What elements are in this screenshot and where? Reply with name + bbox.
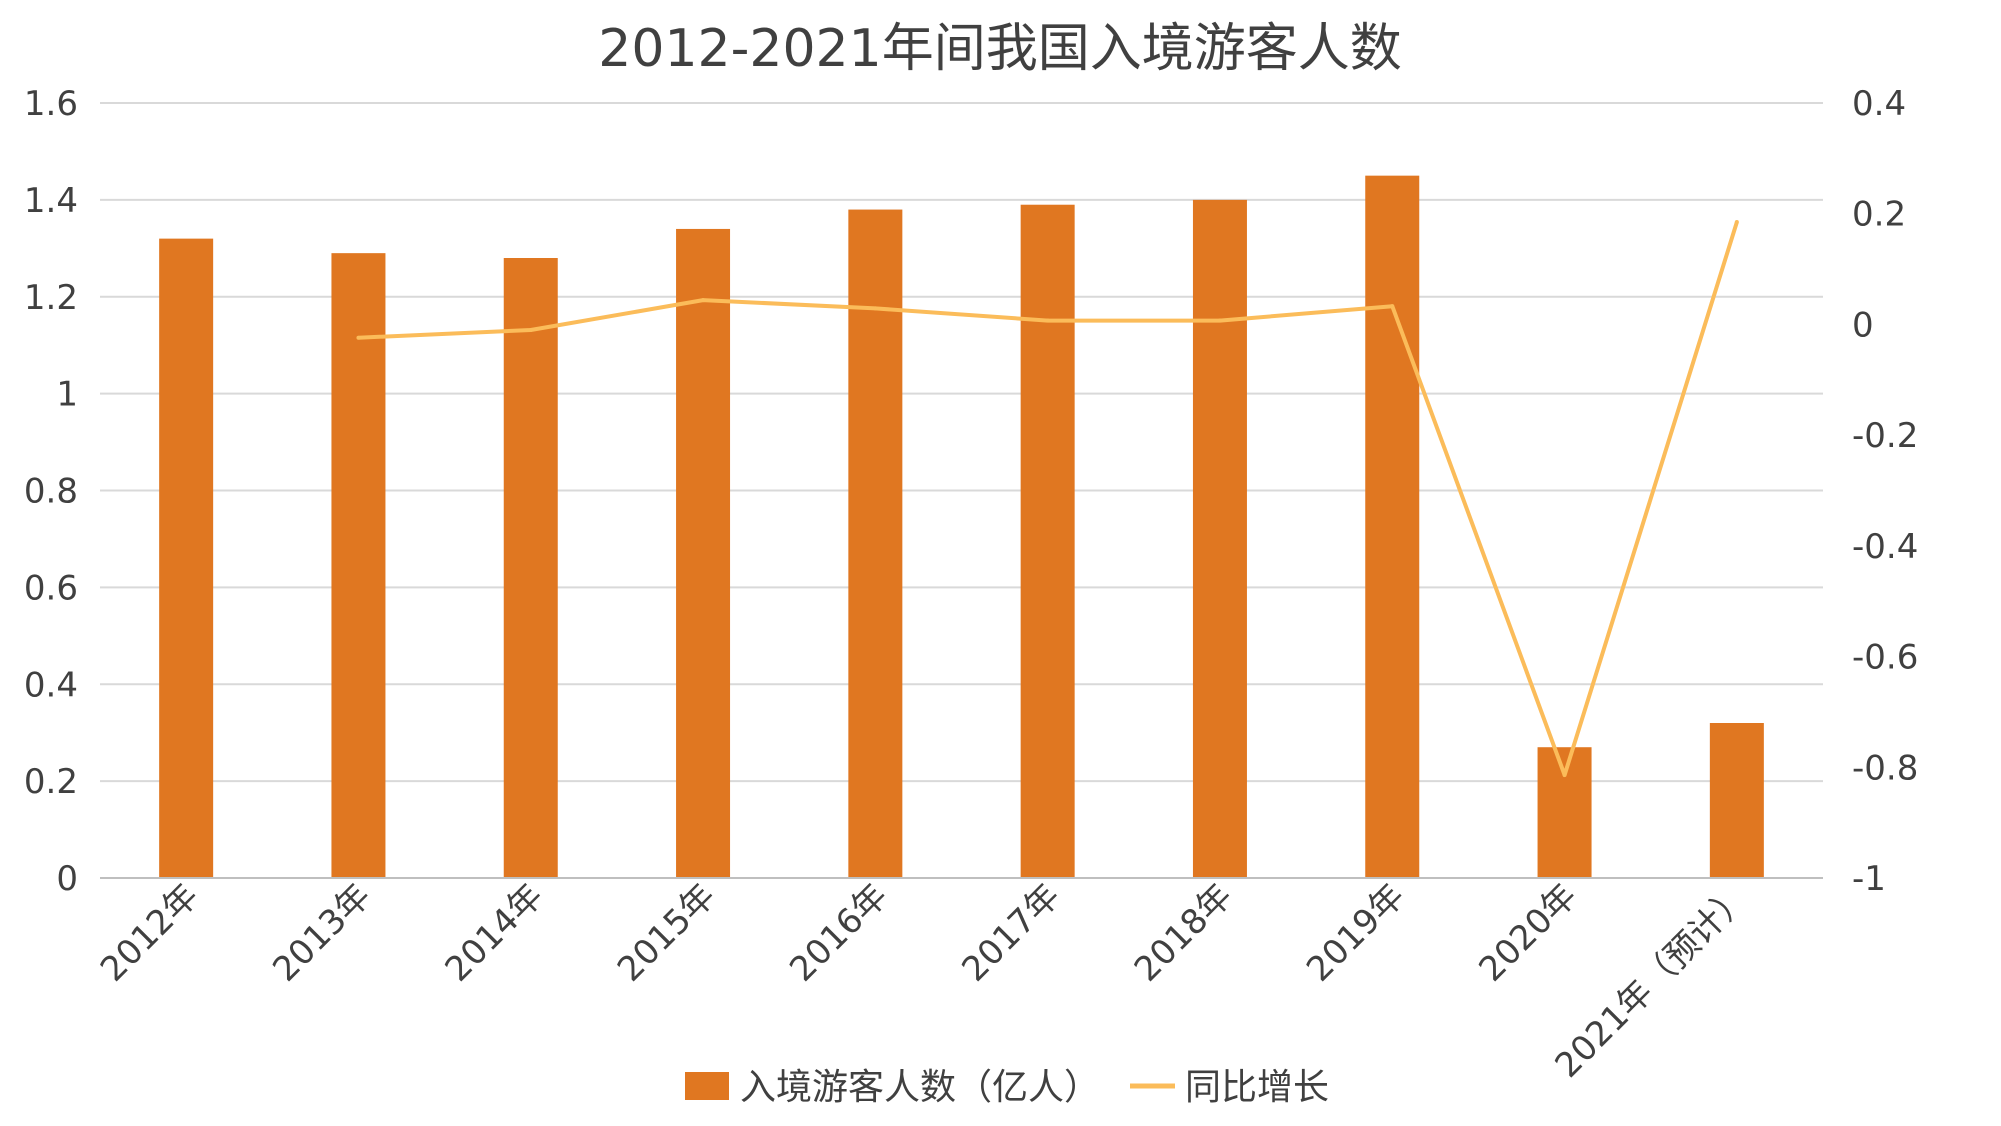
x-tick-label: 2014年 [438, 876, 552, 990]
x-tick-label: 2016年 [782, 876, 896, 990]
bar [1537, 747, 1592, 878]
line-point [1562, 773, 1567, 778]
line-point [701, 298, 706, 303]
right-tick-label: -0.8 [1852, 748, 1918, 788]
left-tick-label: 1.2 [24, 278, 78, 318]
bar [1020, 204, 1075, 878]
bar [1192, 199, 1247, 878]
legend-label-bar: 入境游客人数（亿人） [740, 1067, 1100, 1108]
line-point [356, 335, 361, 340]
left-tick-label: 0.8 [24, 472, 78, 512]
bar [1709, 723, 1764, 878]
x-tick-label: 2013年 [265, 876, 379, 990]
left-tick-label: 1.4 [24, 181, 78, 221]
bar [159, 238, 214, 878]
bar [848, 209, 903, 878]
right-tick-label: -0.4 [1852, 527, 1918, 567]
bar [503, 258, 558, 878]
left-tick-label: 0.4 [24, 665, 78, 705]
right-tick-label: 0.4 [1852, 84, 1906, 124]
right-axis: -1 -0.8 -0.6 -0.4 -0.2 0 0.2 0.4 [1852, 84, 1918, 899]
right-tick-label: -0.2 [1852, 416, 1918, 456]
bar-series [159, 175, 1764, 878]
line-point [1045, 318, 1050, 323]
line-point [528, 327, 533, 332]
left-tick-label: 1.6 [24, 84, 78, 124]
x-tick-label: 2020年 [1471, 876, 1585, 990]
line-point [873, 306, 878, 311]
line-point [1390, 304, 1395, 309]
x-tick-label: 2012年 [93, 876, 207, 990]
line-point [1734, 220, 1739, 225]
legend-label-line: 同比增长 [1185, 1067, 1329, 1108]
left-tick-label: 1 [56, 375, 78, 415]
bar [331, 253, 386, 878]
right-tick-label: -1 [1852, 859, 1886, 899]
line-series [356, 220, 1739, 778]
left-tick-label: 0.2 [24, 762, 78, 802]
grid-lines [100, 102, 1823, 783]
right-tick-label: -0.6 [1852, 638, 1918, 678]
x-axis: 2012年 2013年 2014年 2015年 2016年 2017年 2018年 2019年… [93, 876, 1757, 1086]
x-tick-label: 2018年 [1127, 876, 1241, 990]
chart-title: 2012-2021年间我国入境游客人数 [598, 19, 1401, 79]
left-tick-label: 0.6 [24, 568, 78, 608]
legend-swatch-bar [685, 1072, 729, 1100]
bar [676, 228, 731, 878]
line-point [1217, 318, 1222, 323]
x-tick-label: 2019年 [1299, 876, 1413, 990]
x-tick-label: 2015年 [610, 876, 724, 990]
right-tick-label: 0.2 [1852, 195, 1906, 235]
left-tick-label: 0 [56, 859, 78, 899]
bar [1365, 175, 1420, 878]
legend: 入境游客人数（亿人） 同比增长 [685, 1067, 1329, 1108]
right-tick-label: 0 [1852, 305, 1874, 345]
left-axis: 0 0.2 0.4 0.6 0.8 1 1.2 1.4 1.6 [24, 84, 78, 899]
x-tick-label: 2017年 [955, 876, 1069, 990]
